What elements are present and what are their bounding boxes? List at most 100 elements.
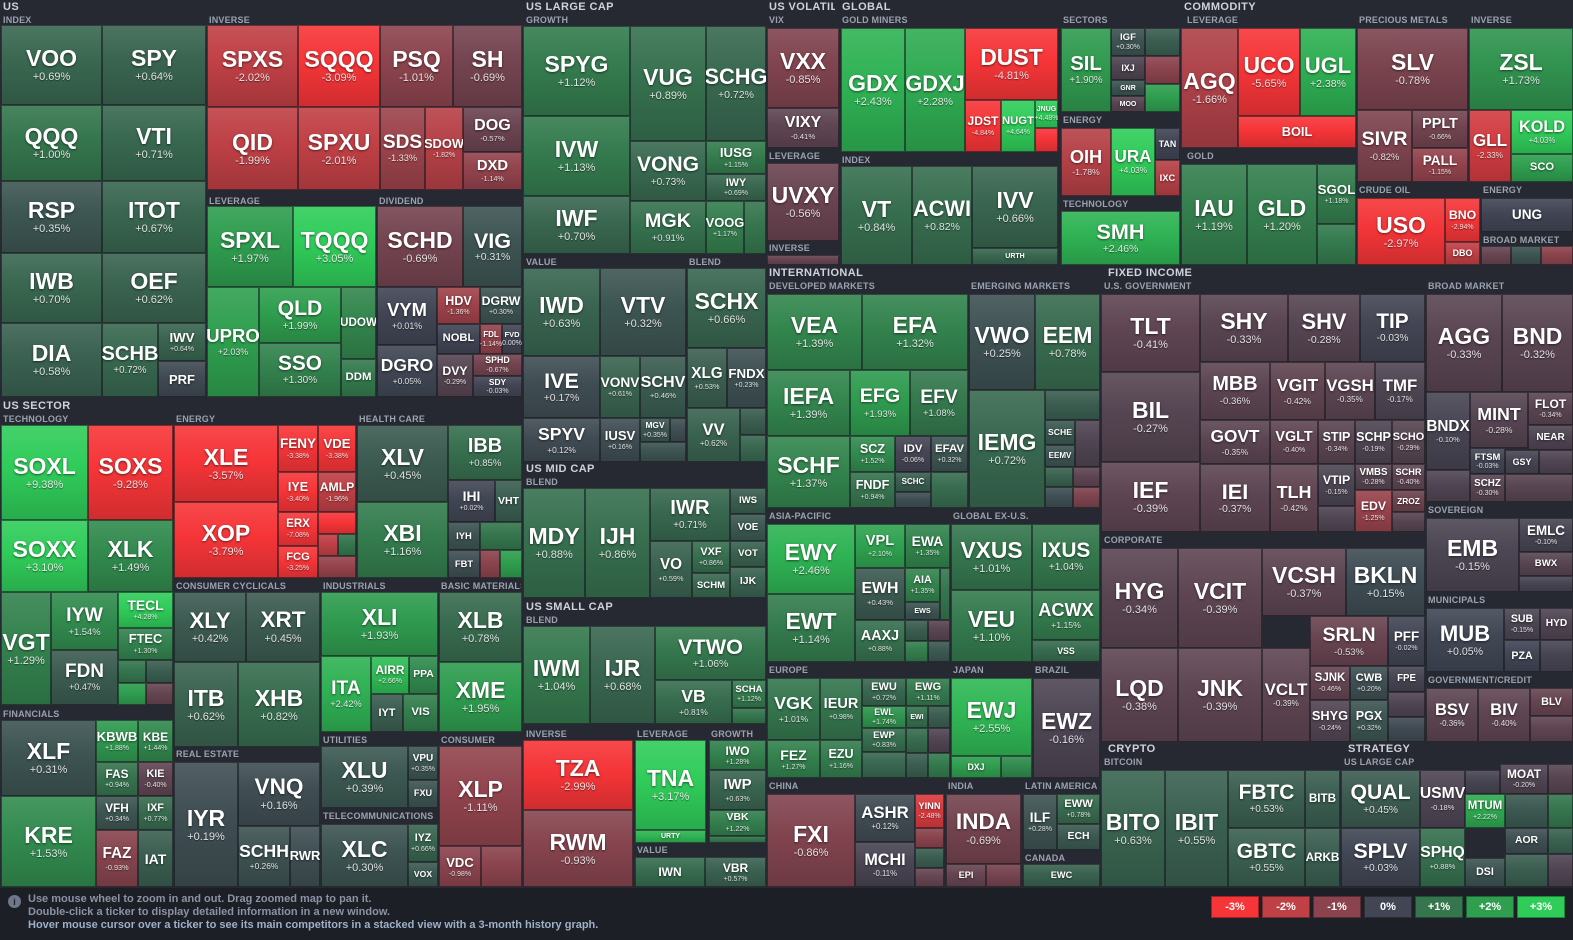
tile-IBB[interactable]: IBB +0.85% (448, 425, 522, 480)
tile-ACWI[interactable]: ACWI +0.82% (912, 166, 972, 265)
tile-MOAT[interactable]: MOAT -0.20% (1500, 764, 1548, 794)
tile-VXF[interactable]: VXF +0.86% (692, 541, 730, 573)
tile-ACWX[interactable]: ACWX +1.15% (1032, 590, 1100, 640)
tile-FCG[interactable]: FCG -3.25% (278, 546, 318, 578)
tile-SPXU[interactable]: SPXU -2.01% (298, 107, 380, 190)
tile-EFA[interactable]: EFA +1.32% (862, 294, 968, 370)
tile-DSI[interactable]: DSI (1465, 858, 1505, 887)
tile-IXJ[interactable]: IXJ (1111, 56, 1145, 80)
tile-DXD[interactable]: DXD -1.14% (463, 152, 522, 190)
tile-ZROZ[interactable]: ZROZ (1392, 490, 1425, 512)
tile-SCO[interactable]: SCO (1511, 154, 1573, 182)
tile-VBR[interactable]: VBR +0.57% (705, 857, 766, 887)
tile-NEAR[interactable]: NEAR (1528, 425, 1573, 450)
tile-IUSG[interactable]: IUSG +1.15% (706, 141, 766, 174)
tile-KBE[interactable]: KBE +1.44% (138, 720, 173, 762)
tile-EFG[interactable]: EFG +1.93% (850, 370, 910, 436)
tile-IJR[interactable]: IJR +0.68% (590, 626, 655, 724)
tile-AGG[interactable]: AGG -0.33% (1426, 294, 1502, 392)
tile-VTV[interactable]: VTV +0.32% (600, 268, 686, 356)
tile-VUG[interactable]: VUG +0.89% (630, 26, 706, 141)
tile-SIVR[interactable]: SIVR -0.82% (1357, 110, 1412, 182)
tile-EWG[interactable]: EWG +1.11% (906, 678, 950, 706)
tile-IAT[interactable]: IAT (138, 830, 173, 887)
tile-SCHP[interactable]: SCHP -0.19% (1355, 420, 1392, 464)
tile-FAS[interactable]: FAS +0.94% (96, 762, 138, 796)
tile-VGT[interactable]: VGT +1.29% (1, 592, 51, 705)
tile-AMLP[interactable]: AMLP -1.96% (318, 472, 356, 512)
tile-EMB[interactable]: EMB -0.15% (1426, 518, 1519, 592)
tile-EWH[interactable]: EWH +0.43% (855, 568, 905, 620)
tile-VXUS[interactable]: VXUS +1.01% (951, 524, 1032, 590)
tile-FAZ[interactable]: FAZ -0.93% (96, 830, 138, 887)
tile-XLG[interactable]: XLG +0.53% (687, 348, 727, 408)
tile-IVV[interactable]: IVV +0.66% (972, 166, 1058, 248)
tile-SIL[interactable]: SIL +1.90% (1061, 28, 1111, 112)
tile-VTWO[interactable]: VTWO +1.06% (655, 626, 766, 680)
tile-MCHI[interactable]: MCHI -0.11% (855, 842, 915, 887)
tile-XLV[interactable]: XLV +0.45% (357, 425, 448, 502)
tile-SCHV[interactable]: SCHV +0.46% (640, 356, 686, 418)
tile-BNDX[interactable]: BNDX -0.10% (1426, 392, 1470, 470)
tile-VYM[interactable]: VYM +0.01% (377, 287, 437, 345)
tile-SCHB[interactable]: SCHB +0.72% (102, 323, 158, 397)
tile-IWV[interactable]: IWV +0.64% (158, 323, 206, 361)
tile-TAN[interactable]: TAN (1155, 128, 1180, 160)
tile-IEUR[interactable]: IEUR +0.98% (820, 678, 862, 740)
tile-SCHM[interactable]: SCHM (692, 573, 730, 598)
tile-SCHG[interactable]: SCHG +0.72% (706, 26, 766, 141)
tile-EWY[interactable]: EWY +2.46% (767, 524, 855, 594)
tile-GLL[interactable]: GLL -2.33% (1469, 110, 1511, 182)
tile-ITA[interactable]: ITA +2.42% (321, 656, 371, 732)
tile-DXJ[interactable]: DXJ (951, 756, 1001, 778)
tile-FDL[interactable]: FDL -1.14% (480, 324, 502, 354)
tile-SCHR[interactable]: SCHR -0.40% (1392, 464, 1425, 490)
tile-BKLN[interactable]: BKLN +0.15% (1346, 548, 1425, 616)
tile-BIV[interactable]: BIV -0.40% (1478, 688, 1530, 742)
tile-VOE[interactable]: VOE (730, 514, 766, 541)
tile-ERX[interactable]: ERX -7.08% (278, 512, 318, 546)
tile-EPI[interactable]: EPI (946, 864, 986, 887)
tile-ILF[interactable]: ILF +0.28% (1023, 794, 1057, 850)
tile-OIH[interactable]: OIH -1.78% (1061, 128, 1111, 196)
tile-VOX[interactable]: VOX (408, 862, 438, 887)
tile-GDXJ[interactable]: GDXJ +2.28% (905, 28, 965, 152)
etf-map[interactable]: US US SECTOR US LARGE CAP US MID CAP US SMAL… (0, 0, 1573, 888)
tile-PZA[interactable]: PZA (1504, 640, 1540, 672)
tile-SH[interactable]: SH -0.69% (453, 25, 522, 107)
tile-VPL[interactable]: VPL +2.10% (855, 524, 905, 568)
tile-SCHC[interactable]: SCHC (895, 472, 931, 492)
tile-MDY[interactable]: MDY +0.88% (523, 488, 585, 598)
tile-VO[interactable]: VO +0.59% (650, 541, 692, 598)
tile-IVE[interactable]: IVE +0.17% (523, 356, 600, 418)
tile-FENY[interactable]: FENY -3.38% (278, 425, 318, 472)
tile-USMV[interactable]: USMV -0.18% (1420, 770, 1465, 828)
tile-EWA[interactable]: EWA +1.35% (905, 524, 950, 568)
tile-MGV[interactable]: MGV +0.35% (640, 418, 670, 442)
tile-IEFA[interactable]: IEFA +1.39% (767, 370, 850, 436)
tile-FNDF[interactable]: FNDF +0.94% (850, 472, 895, 508)
tile-GNR[interactable]: GNR (1111, 80, 1145, 96)
tile-SPXL[interactable]: SPXL +1.97% (207, 206, 293, 287)
tile-HYD[interactable]: HYD (1540, 608, 1573, 640)
tile-SLV[interactable]: SLV -0.78% (1357, 28, 1468, 110)
tile-IVW[interactable]: IVW +1.13% (523, 116, 630, 196)
tile-AOR[interactable]: AOR (1505, 828, 1548, 854)
tile-IYZ[interactable]: IYZ +0.66% (408, 824, 438, 862)
tile-SPYG[interactable]: SPYG +1.12% (523, 26, 630, 116)
tile-SCHA[interactable]: SCHA +1.12% (732, 680, 766, 708)
tile-UDOW[interactable]: UDOW (341, 287, 376, 359)
tile-FEZ[interactable]: FEZ +1.27% (767, 740, 820, 778)
tile-DOG[interactable]: DOG -0.57% (463, 107, 522, 152)
tile-IWB[interactable]: IWB +0.70% (1, 253, 102, 323)
tile-EFV[interactable]: EFV +1.08% (910, 370, 968, 436)
tile-VSS[interactable]: VSS (1032, 640, 1100, 662)
tile-JNK[interactable]: JNK -0.39% (1178, 648, 1262, 742)
tile-TNA[interactable]: TNA +3.17% (635, 740, 706, 830)
tile-SPY[interactable]: SPY +0.64% (102, 25, 206, 105)
tile-XLE[interactable]: XLE -3.57% (174, 425, 278, 502)
tile-QUAL[interactable]: QUAL +0.45% (1341, 770, 1420, 828)
tile-EWU[interactable]: EWU +0.72% (862, 678, 906, 706)
tile-XBI[interactable]: XBI +1.16% (357, 502, 448, 578)
tile-MINT[interactable]: MINT -0.28% (1470, 392, 1528, 448)
